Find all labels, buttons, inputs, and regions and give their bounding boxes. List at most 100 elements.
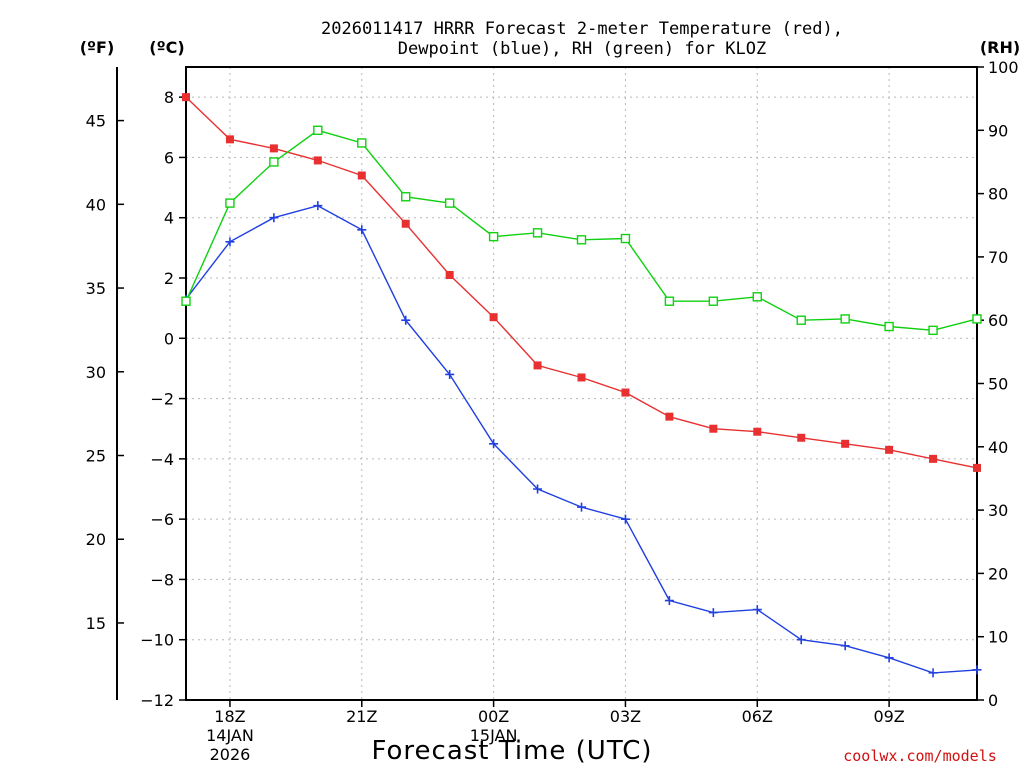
celsius-unit-label: (ºC): [149, 38, 184, 57]
source-credit: coolwx.com/models: [843, 747, 997, 765]
rh-tick-label: 100: [988, 58, 1019, 77]
temperature-point: [445, 270, 454, 279]
temperature-point: [973, 463, 981, 472]
dewpoint-point: [489, 439, 499, 449]
temperature-point: [929, 454, 938, 463]
rh-tick-label: 30: [988, 501, 1008, 520]
fahrenheit-tick-label: 25: [86, 447, 106, 466]
time-tick-label: 00Z: [478, 707, 509, 726]
dewpoint-point: [357, 225, 367, 235]
temperature-point: [225, 135, 234, 144]
time-tick-label: 09Z: [873, 707, 904, 726]
rh-tick-label: 0: [988, 691, 998, 710]
celsius-tick-label: −8: [150, 570, 174, 589]
celsius-tick-label: −10: [140, 631, 174, 650]
temperature-point: [489, 313, 498, 322]
rh-tick-label: 20: [988, 564, 1008, 583]
rh-point: [928, 325, 938, 336]
fahrenheit-unit-label: (ºF): [80, 38, 115, 57]
celsius-tick-label: 0: [164, 329, 174, 348]
celsius-tick-label: −2: [150, 390, 174, 409]
time-tick-label: 2026: [210, 745, 251, 764]
data-series: [181, 93, 982, 678]
dewpoint-point: [840, 641, 850, 651]
time-tick-label: 18Z: [214, 707, 245, 726]
rh-point: [313, 125, 323, 136]
rh-tick-label: 60: [988, 311, 1008, 330]
rh-point: [840, 314, 850, 324]
dewpoint-point: [533, 484, 543, 494]
temperature-point: [753, 427, 762, 436]
fahrenheit-tick-label: 15: [86, 614, 106, 633]
temperature-point: [401, 219, 410, 228]
celsius-tick-labels: 8 6 4 2 0 −2 −4 −6 −8 −10 −12: [140, 88, 186, 710]
temperature-point: [797, 433, 806, 442]
rh-point: [401, 192, 411, 202]
rh-point: [181, 296, 191, 306]
time-tick-label: 03Z: [610, 707, 641, 726]
rh-line: [185, 129, 978, 332]
chart-title-line1: 2026011417 HRRR Forecast 2-meter Tempera…: [321, 19, 843, 39]
dewpoint-point: [445, 369, 455, 379]
celsius-tick-label: 4: [164, 209, 174, 228]
dewpoint-point: [928, 668, 938, 678]
temperature-point: [885, 445, 894, 454]
time-tick-label: 15JAN: [470, 726, 518, 745]
fahrenheit-tick-label: 30: [86, 363, 106, 382]
temperature-point: [357, 171, 366, 180]
temperature-point: [182, 93, 190, 102]
dewpoint-point: [620, 514, 630, 524]
celsius-tick-label: −4: [150, 450, 174, 469]
rh-point: [488, 231, 499, 242]
celsius-tick-label: 6: [164, 148, 174, 167]
rh-point: [532, 228, 543, 238]
dewpoint-point: [225, 237, 235, 247]
temperature-point: [577, 373, 586, 382]
rh-point: [664, 296, 675, 306]
celsius-tick-label: 8: [164, 88, 174, 107]
rh-point: [708, 296, 719, 306]
rh-point: [620, 233, 631, 244]
chart-title-line2: Dewpoint (blue), RH (green) for KLOZ: [398, 39, 766, 59]
rh-point: [884, 321, 894, 332]
rh-point: [444, 198, 455, 208]
rh-point: [225, 198, 235, 208]
x-axis-label: Forecast Time (UTC): [371, 736, 652, 766]
temperature-point: [621, 388, 630, 397]
dewpoint-point: [752, 605, 762, 615]
fahrenheit-tick-label: 40: [86, 195, 106, 214]
rh-point: [972, 314, 982, 324]
dewpoint-point: [577, 502, 586, 512]
temperature-point: [841, 439, 850, 448]
rh-tick-label: 70: [988, 248, 1008, 267]
rh-tick-label: 50: [988, 375, 1008, 394]
temperature-point: [269, 144, 278, 153]
time-tick-label: 21Z: [346, 707, 377, 726]
dewpoint-point: [708, 608, 718, 618]
fahrenheit-tick-labels: 45 40 35 30 25 20 15: [86, 112, 124, 633]
rh-point: [752, 292, 762, 302]
rh-tick-label: 40: [988, 438, 1008, 457]
dewpoint-point: [313, 201, 323, 211]
celsius-tick-label: −12: [140, 691, 174, 710]
rh-tick-label: 90: [988, 121, 1008, 140]
rh-point: [269, 157, 279, 167]
dewpoint-point: [269, 213, 279, 223]
fahrenheit-tick-label: 20: [86, 530, 106, 549]
temperature-point: [709, 424, 718, 433]
celsius-tick-label: −6: [150, 510, 174, 529]
celsius-tick-label: 2: [164, 269, 174, 288]
fahrenheit-tick-label: 35: [86, 279, 106, 298]
time-tick-label: 06Z: [742, 707, 773, 726]
fahrenheit-tick-label: 45: [86, 112, 106, 131]
dewpoint-point: [796, 635, 806, 645]
rh-tick-label: 80: [988, 185, 1008, 204]
temperature-point: [665, 412, 674, 421]
temperature-line: [185, 96, 978, 469]
dewpoint-point: [884, 653, 894, 663]
dewpoint-line: [185, 204, 978, 674]
rh-point: [576, 235, 587, 245]
